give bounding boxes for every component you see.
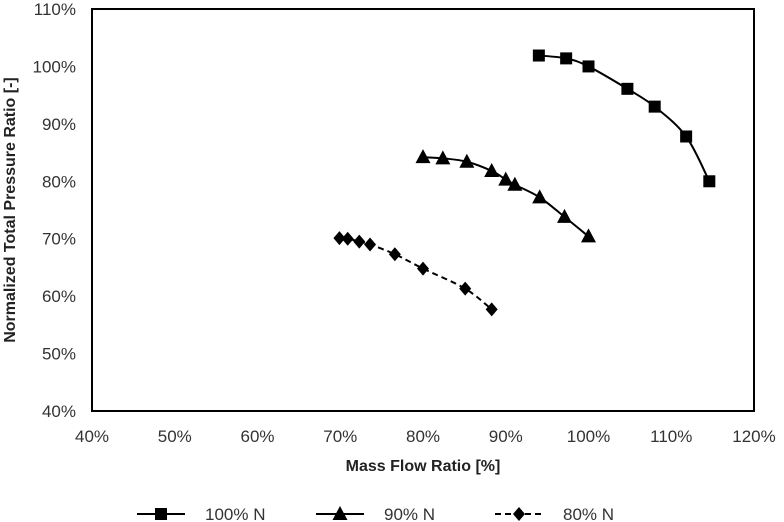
x-tick-label: 90% bbox=[489, 427, 523, 446]
data-point-90-n bbox=[557, 208, 573, 223]
x-tick-label: 80% bbox=[406, 427, 440, 446]
series-line-90-n bbox=[422, 156, 590, 238]
series-80-n bbox=[333, 231, 498, 317]
y-tick-label: 40% bbox=[42, 402, 76, 421]
x-tick-label: 50% bbox=[158, 427, 192, 446]
y-tick-label: 100% bbox=[33, 57, 76, 76]
y-tick-label: 50% bbox=[42, 345, 76, 364]
data-point-80-n bbox=[485, 302, 498, 317]
x-axis-title: Mass Flow Ratio [%] bbox=[346, 458, 501, 475]
series-90-n bbox=[415, 149, 596, 243]
data-point-100-n bbox=[703, 175, 716, 188]
x-tick-label: 120% bbox=[732, 427, 775, 446]
data-point-90-n bbox=[498, 171, 514, 186]
data-point-90-n bbox=[532, 189, 548, 204]
data-point-100-n bbox=[582, 60, 595, 73]
x-tick-label: 70% bbox=[323, 427, 357, 446]
series-layer bbox=[333, 49, 716, 317]
axis-layer: 40% 50% 60% 70% 80% 90% 100% 110% 120% 40% 50% 60% 7… bbox=[2, 0, 776, 475]
data-point-100-n bbox=[560, 52, 573, 65]
y-tick-label: 70% bbox=[42, 230, 76, 249]
legend-label-90-n: 90% N bbox=[384, 505, 435, 522]
x-tick-label: 40% bbox=[75, 427, 109, 446]
legend-label-80-n: 80% N bbox=[563, 505, 614, 522]
legend-item-90-n: 90% N bbox=[316, 505, 435, 522]
data-point-80-n bbox=[388, 247, 401, 262]
y-tick-label: 60% bbox=[42, 287, 76, 306]
x-tick-label: 60% bbox=[240, 427, 274, 446]
data-point-100-n bbox=[621, 82, 634, 95]
data-point-90-n bbox=[507, 176, 523, 191]
data-point-90-n bbox=[415, 149, 431, 164]
data-point-100-n bbox=[648, 100, 661, 113]
legend-marker-90-n bbox=[332, 506, 348, 520]
y-axis-title: Normalized Total Pressure Ratio [-] bbox=[2, 77, 19, 343]
data-point-90-n bbox=[459, 153, 475, 168]
data-point-100-n bbox=[680, 130, 693, 143]
legend-item-100-n: 100% N bbox=[137, 505, 265, 522]
legend-marker-100-n bbox=[155, 508, 167, 520]
legend-item-80-n: 80% N bbox=[495, 505, 614, 522]
data-point-80-n bbox=[364, 237, 377, 252]
series-line-100-n bbox=[538, 54, 711, 182]
data-point-90-n bbox=[435, 150, 451, 165]
series-100-n bbox=[532, 49, 716, 188]
data-point-90-n bbox=[484, 162, 500, 177]
data-point-100-n bbox=[532, 49, 545, 62]
legend-label-100-n: 100% N bbox=[205, 505, 265, 522]
data-point-80-n bbox=[459, 281, 472, 296]
y-tick-label: 80% bbox=[42, 172, 76, 191]
data-point-80-n bbox=[333, 231, 346, 246]
plot-area-frame bbox=[91, 8, 755, 412]
data-point-80-n bbox=[341, 231, 354, 246]
series-line-80-n bbox=[339, 237, 493, 311]
data-point-90-n bbox=[581, 228, 596, 243]
y-tick-label: 110% bbox=[34, 0, 76, 19]
legend-marker-80-n bbox=[513, 507, 525, 521]
data-point-80-n bbox=[417, 261, 429, 276]
data-point-80-n bbox=[353, 234, 366, 249]
legend-layer: 100% N 90% N 80% N bbox=[137, 505, 614, 522]
x-tick-label: 100% bbox=[567, 427, 610, 446]
y-tick-label: 90% bbox=[42, 115, 76, 134]
x-tick-label: 110% bbox=[650, 427, 692, 446]
